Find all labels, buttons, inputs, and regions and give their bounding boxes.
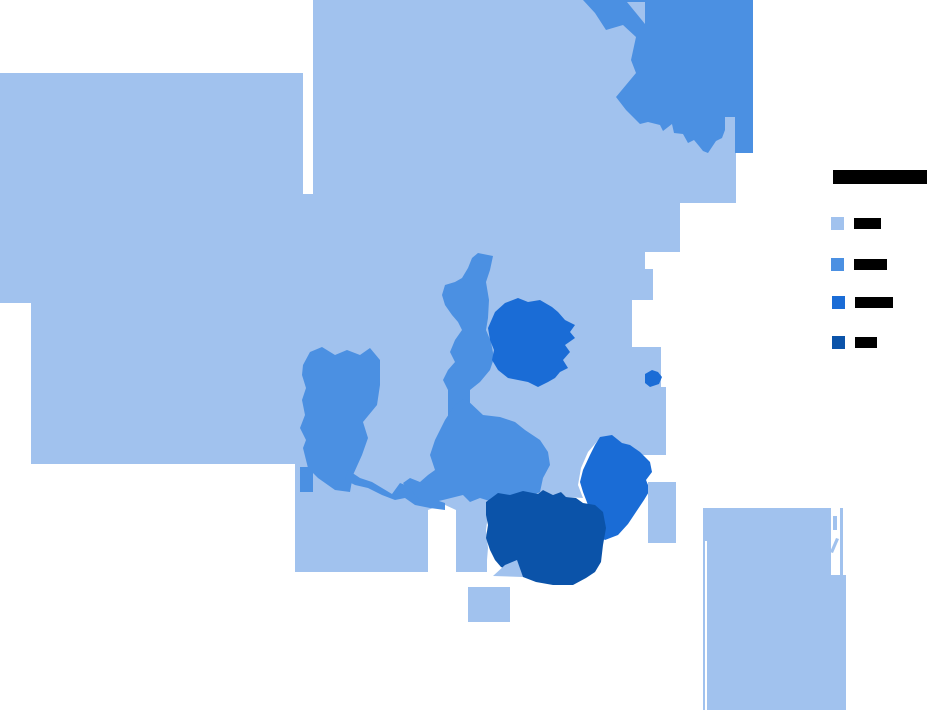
legend-item-2[interactable] [831, 258, 887, 271]
inset-region[interactable] [703, 508, 846, 710]
region-west-north-mainland[interactable] [0, 0, 753, 572]
region-south-inlet [493, 560, 523, 577]
region-central-band[interactable] [345, 470, 445, 510]
legend-label-redacted [854, 218, 881, 229]
legend-swatch-level4 [832, 336, 845, 349]
legend-swatch-level2 [831, 258, 844, 271]
region-north-central-strip[interactable] [442, 253, 494, 395]
region-central[interactable] [488, 298, 575, 387]
inset-island [833, 516, 837, 530]
region-south-central[interactable] [403, 398, 550, 505]
region-central-west-square[interactable] [300, 467, 313, 492]
legend-item-1[interactable] [831, 217, 881, 230]
legend-label-redacted [855, 297, 893, 308]
legend-label-redacted [855, 337, 877, 348]
legend-item-3[interactable] [832, 296, 893, 309]
legend-swatch-level3 [832, 296, 845, 309]
legend-label-redacted [854, 259, 887, 270]
region-northeast[interactable] [583, 0, 753, 153]
legend-swatch-level1 [831, 217, 844, 230]
region-east-point[interactable] [645, 370, 662, 387]
legend-title-redacted [833, 170, 927, 184]
region-central-west[interactable] [300, 347, 380, 492]
inset-divider [705, 541, 707, 710]
legend-item-4[interactable] [832, 336, 877, 349]
region-coastal-rect[interactable] [648, 482, 676, 543]
region-south-square[interactable] [468, 587, 510, 622]
inset-gap-right [843, 508, 846, 575]
inset-island [830, 538, 839, 553]
region-northeast-notch [627, 2, 645, 24]
